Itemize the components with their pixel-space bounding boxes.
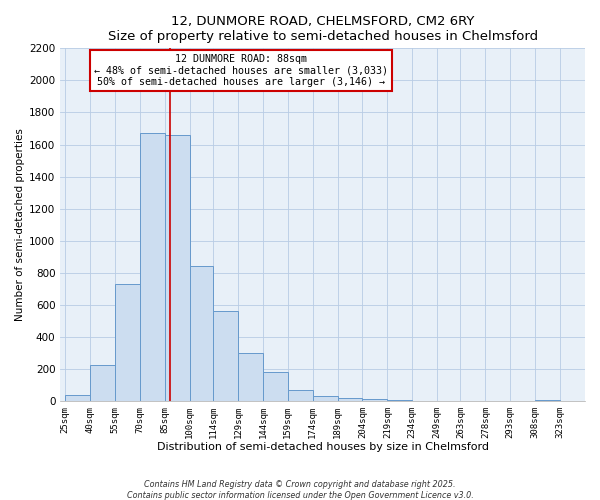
- Bar: [362, 399, 388, 401]
- Bar: [238, 353, 263, 401]
- Bar: [535, 400, 560, 401]
- Text: 12 DUNMORE ROAD: 88sqm
← 48% of semi-detached houses are smaller (3,033)
50% of : 12 DUNMORE ROAD: 88sqm ← 48% of semi-det…: [94, 54, 388, 87]
- Bar: [115, 284, 140, 401]
- Title: 12, DUNMORE ROAD, CHELMSFORD, CM2 6RY
Size of property relative to semi-detached: 12, DUNMORE ROAD, CHELMSFORD, CM2 6RY Si…: [107, 15, 538, 43]
- Bar: [313, 396, 338, 401]
- Bar: [190, 266, 213, 401]
- Bar: [213, 312, 238, 401]
- Bar: [90, 365, 115, 401]
- Bar: [165, 135, 190, 401]
- X-axis label: Distribution of semi-detached houses by size in Chelmsford: Distribution of semi-detached houses by …: [157, 442, 488, 452]
- Bar: [288, 390, 313, 401]
- Y-axis label: Number of semi-detached properties: Number of semi-detached properties: [15, 128, 25, 321]
- Text: Contains HM Land Registry data © Crown copyright and database right 2025.
Contai: Contains HM Land Registry data © Crown c…: [127, 480, 473, 500]
- Bar: [65, 395, 90, 401]
- Bar: [263, 372, 288, 401]
- Bar: [140, 134, 165, 401]
- Bar: [388, 400, 412, 401]
- Bar: [338, 398, 362, 401]
